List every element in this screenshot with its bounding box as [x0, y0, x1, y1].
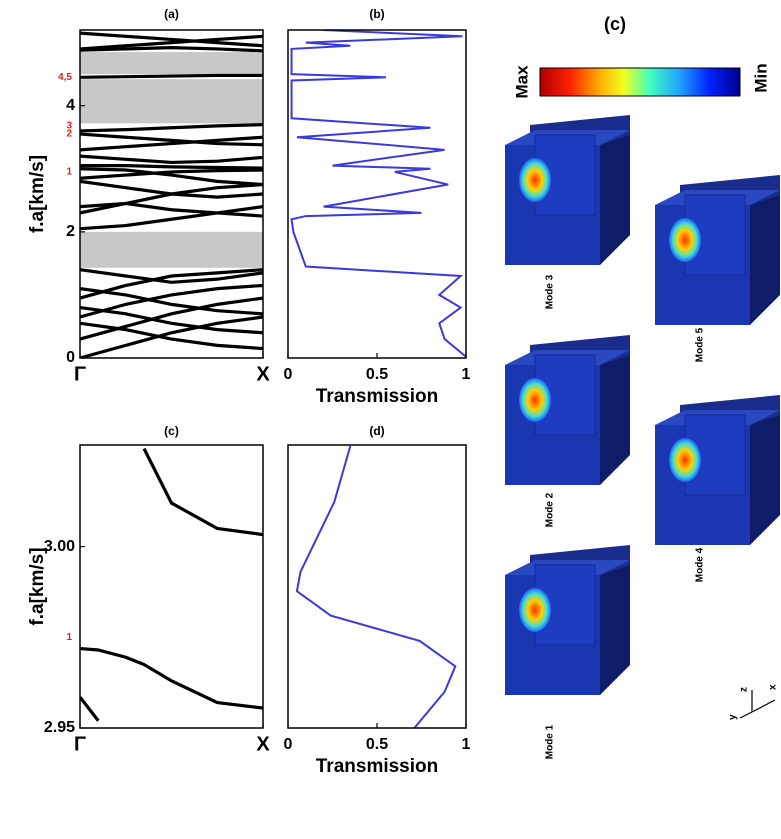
band-line — [80, 201, 263, 218]
band-line — [80, 205, 263, 231]
x-axis-label: Transmission — [316, 756, 439, 777]
band-line — [80, 132, 263, 147]
mode-shape — [519, 588, 551, 632]
mode-annotation: 3 — [66, 121, 72, 132]
mode-label: Mode 3 — [545, 274, 556, 309]
band-line — [80, 46, 263, 53]
panel-title: (c) — [604, 14, 626, 34]
mode-label: Mode 2 — [545, 492, 556, 527]
block-side — [750, 195, 780, 325]
transmission-line — [295, 445, 457, 728]
panel-title: (a) — [164, 7, 179, 21]
block-side — [600, 135, 630, 265]
band-line — [80, 268, 263, 300]
colorbar-max: Max — [512, 65, 531, 99]
band-line — [80, 167, 263, 187]
triad-label: x — [768, 684, 779, 690]
band-line — [80, 168, 263, 180]
mode-block: Mode 2 — [505, 335, 630, 527]
band-line — [80, 305, 263, 335]
band-line — [80, 123, 263, 133]
block-side — [600, 355, 630, 485]
x-tick-label: X — [256, 733, 270, 755]
x-tick-label: 1 — [462, 736, 471, 753]
plot-frame — [79, 29, 264, 359]
block-side — [750, 415, 780, 545]
band-gap — [80, 79, 263, 124]
triad-label: y — [728, 714, 739, 720]
x-tick-label: 1 — [462, 366, 471, 383]
mode-label: Mode 5 — [695, 327, 706, 362]
y-tick-label: 0 — [66, 349, 75, 366]
band-line — [80, 179, 263, 199]
band-line — [80, 321, 263, 351]
band-line — [80, 164, 263, 170]
band-line — [80, 154, 263, 165]
panel: (b) 0 0.5 1 Transmission — [284, 7, 471, 407]
band-line — [80, 315, 263, 358]
mode-annotation: 4,5 — [58, 72, 72, 83]
y-axis-label: f.a[km/s] — [27, 547, 48, 625]
mode-block: Mode 3 — [505, 115, 630, 309]
mode-shape — [519, 158, 551, 202]
colorbar — [539, 67, 741, 97]
panel-title: (d) — [369, 424, 384, 438]
axis-triad: z y x — [728, 684, 779, 720]
mode-shape — [669, 218, 701, 262]
band-line — [80, 135, 263, 152]
mode-annotation: 2 — [66, 129, 72, 140]
band-line — [80, 287, 263, 316]
y-tick-label: 4 — [66, 97, 75, 114]
plot-frame — [287, 444, 467, 729]
y-axis-label: f.a[km/s] — [27, 155, 48, 233]
transmission-line — [290, 30, 466, 358]
mode-annotation: 1 — [66, 632, 72, 643]
block-side — [600, 565, 630, 695]
y-tick-label: 2 — [66, 223, 75, 240]
x-axis-label: Transmission — [316, 386, 439, 407]
panel-title: (c) — [164, 424, 179, 438]
x-tick-label: Γ — [74, 733, 86, 755]
mode-shape — [669, 438, 701, 482]
triad-y — [739, 711, 753, 719]
panel: (d) 0 0.5 1 Transmission — [284, 424, 471, 777]
mode-label: Mode 1 — [545, 724, 556, 759]
band-line — [142, 447, 263, 537]
band-line — [80, 31, 263, 48]
band-gap — [80, 52, 263, 75]
plot-frame — [79, 444, 264, 729]
panel-title: (b) — [369, 7, 384, 21]
band-line — [80, 73, 263, 79]
band-line — [80, 268, 263, 284]
band-gap — [80, 231, 263, 268]
mode-block: Mode 4 — [655, 395, 780, 582]
x-tick-label: 0.5 — [366, 736, 388, 753]
x-tick-label: X — [256, 363, 270, 385]
colorbar-min: Min — [751, 63, 770, 92]
triad-label: z — [739, 687, 750, 692]
band-line — [80, 646, 263, 710]
triad-x — [751, 699, 776, 713]
mode-annotation: 1 — [66, 167, 72, 178]
x-tick-label: 0 — [284, 736, 293, 753]
y-tick-label: 2.95 — [44, 719, 75, 736]
band-line — [80, 283, 263, 319]
x-tick-label: Γ — [74, 363, 86, 385]
mode-block: Mode 5 — [655, 175, 780, 362]
mode-shape — [519, 378, 551, 422]
mode-label: Mode 4 — [695, 547, 706, 582]
band-line — [80, 696, 100, 722]
panel: (c) 2.95 3.00 Γ Xf.a[km/s] 1 — [27, 424, 270, 755]
band-line — [80, 34, 263, 51]
x-tick-label: 0 — [284, 366, 293, 383]
band-line — [80, 296, 263, 341]
mode-block: Mode 1 — [505, 545, 630, 759]
x-tick-label: 0.5 — [366, 366, 388, 383]
y-tick-label: 3.00 — [44, 538, 75, 555]
